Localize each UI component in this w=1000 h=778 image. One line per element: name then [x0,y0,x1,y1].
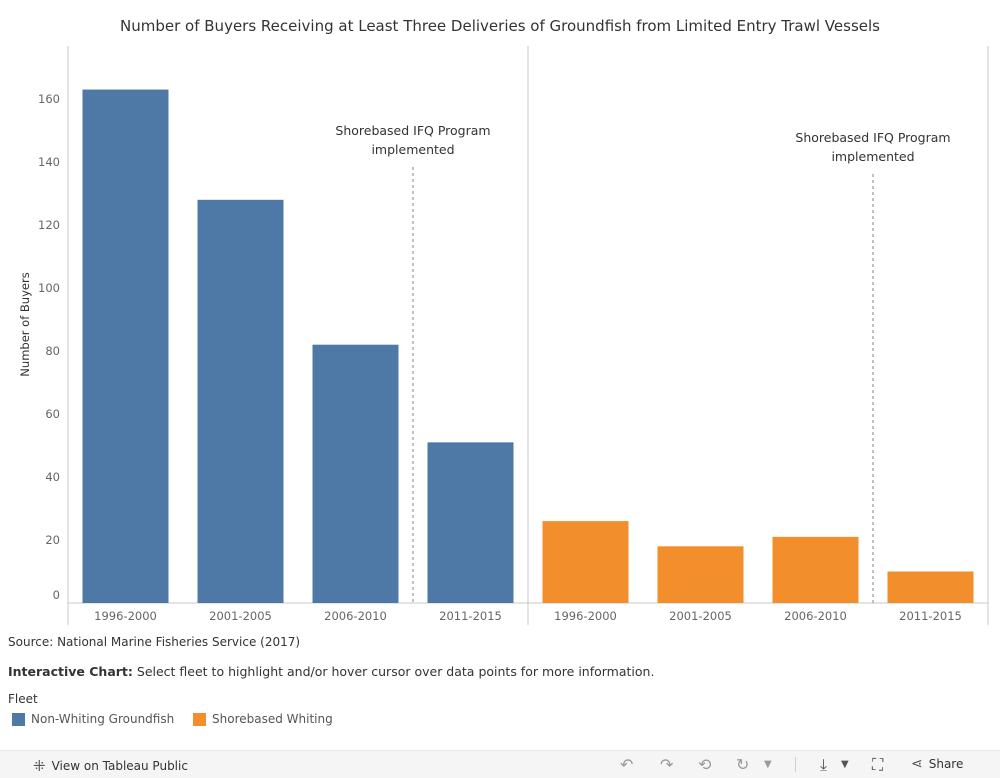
pause-dropdown-icon[interactable]: ▼ [764,759,772,770]
tableau-logo-icon: ⁜ [33,757,46,775]
interactive-note-bold: Interactive Chart: [8,664,133,679]
annotation-line2: implemented [831,149,914,164]
x-tick-label: 1996-2000 [94,609,157,623]
y-tick-label: 60 [45,407,60,421]
legend-label-non-whiting: Non-Whiting Groundfish [31,712,175,726]
x-tick-label: 2011-2015 [439,609,502,623]
bar [427,442,514,603]
view-on-tableau-public-label: View on Tableau Public [51,759,188,773]
x-tick-label: 2006-2010 [324,609,387,623]
revert-icon[interactable]: ⟲ [698,755,712,774]
tableau-toolbar: ⁜ View on Tableau Public ↶ ↷ ⟲ ↻ ▼ ⤓ ▼ ⛶… [0,750,1000,778]
legend-swatch-non-whiting [12,712,25,726]
redo-icon[interactable]: ↷ [660,755,674,774]
bar [772,536,859,603]
y-axis-label: Number of Buyers [18,272,32,376]
bar [542,521,629,603]
y-tick-label: 140 [38,155,60,169]
fullscreen-icon[interactable]: ⛶ [872,755,884,774]
view-on-tableau-public-link[interactable]: ⁜ View on Tableau Public [33,757,188,775]
x-tick-label: 2011-2015 [899,609,962,623]
toolbar-divider [795,757,796,772]
legend-item-non-whiting[interactable]: Non-Whiting Groundfish [12,712,174,726]
x-tick-label: 1996-2000 [554,609,617,623]
bar [312,344,399,603]
y-tick-label: 100 [38,281,60,295]
y-tick-label: 0 [53,588,60,602]
bar-chart: 0 20 40 60 80 100 120 140 160 Number of Buyers 199… [18,46,989,625]
y-tick-label: 20 [45,533,60,547]
y-tick-label: 40 [45,470,60,484]
y-tick-label: 160 [38,92,60,106]
legend-label-shorebased-whiting: Shorebased Whiting [212,712,333,726]
download-dropdown-icon[interactable]: ▼ [841,759,849,770]
interactive-note-text: Select fleet to highlight and/or hover c… [132,664,655,679]
x-tick-label: 2001-2005 [669,609,732,623]
legend-swatch-shorebased-whiting [193,712,206,726]
annotation-line1: Shorebased IFQ Program [335,123,490,138]
refresh-icon[interactable]: ↻ [736,755,750,774]
download-icon[interactable]: ⤓ [820,755,828,774]
undo-icon[interactable]: ↶ [620,755,634,774]
annotation-line1: Shorebased IFQ Program [795,130,950,145]
y-tick-label: 80 [45,344,60,358]
bar [657,546,744,603]
source-note: Source: National Marine Fisheries Servic… [8,635,301,649]
annotation-line2: implemented [371,142,454,157]
share-icon: ⋖ [911,756,923,772]
share-button[interactable]: ⋖ Share [911,756,963,772]
legend-item-shorebased-whiting[interactable]: Shorebased Whiting [193,712,333,726]
bar [887,571,974,603]
legend-title: Fleet [8,692,38,706]
y-tick-label: 120 [38,218,60,232]
chart-title: Number of Buyers Receiving at Least Thre… [120,17,880,35]
x-tick-label: 2006-2010 [784,609,847,623]
bar [82,89,169,604]
bar [197,199,284,604]
x-tick-label: 2001-2005 [209,609,272,623]
share-label: Share [928,757,964,771]
interactive-note: Interactive Chart: Select fleet to highl… [8,664,654,679]
